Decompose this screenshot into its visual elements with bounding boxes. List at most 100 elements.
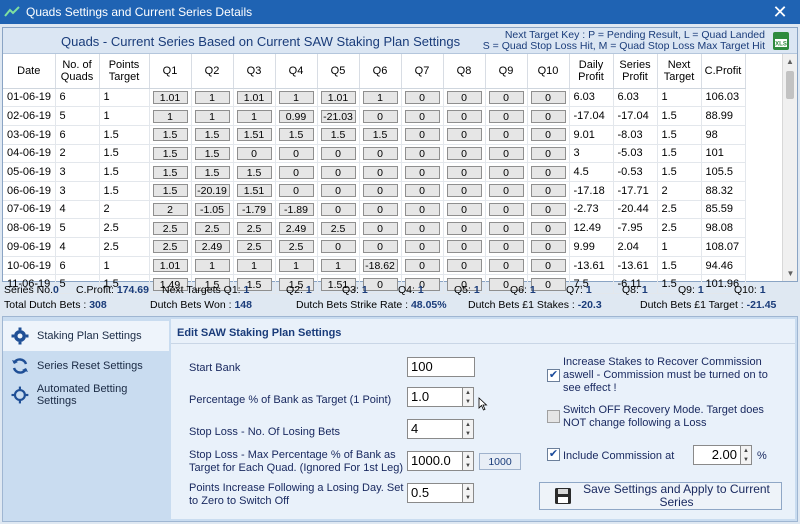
quad-value-button[interactable]: 0 [488, 109, 524, 123]
quad-value-button[interactable]: 1.51 [236, 184, 272, 198]
start-bank-field[interactable]: 100 [407, 357, 475, 377]
table-row[interactable]: 02-06-19 5 1 1 1 1 0.99 -21.03 0 0 0 0 0 -17.04 -17.04… [3, 106, 746, 126]
quad-value-button[interactable]: 1 [236, 109, 272, 123]
quad-value-button[interactable]: 1.5 [236, 165, 272, 179]
quad-value-button[interactable]: 1.5 [194, 146, 230, 160]
quad-value-button[interactable]: 1 [152, 109, 188, 123]
quad-value-button[interactable]: 1.51 [236, 128, 272, 142]
quad-value-button[interactable]: 1 [320, 259, 356, 273]
quad-value-button[interactable]: 0 [362, 109, 398, 123]
table-row[interactable]: 03-06-19 6 1.5 1.5 1.5 1.51 1.5 1.5 1.5 0 0 0 0 9.01-… [3, 125, 746, 145]
quad-value-button[interactable]: 2.5 [152, 240, 188, 254]
spin-up-icon[interactable]: ▲ [465, 421, 471, 428]
quad-value-button[interactable]: 0 [530, 128, 566, 142]
quad-value-button[interactable]: 1.01 [236, 90, 272, 104]
quad-value-button[interactable]: -1.89 [278, 202, 314, 216]
scroll-thumb[interactable] [786, 71, 794, 99]
nav-staking-plan-settings[interactable]: Staking Plan Settings [3, 321, 169, 351]
column-header[interactable]: Q3 [233, 54, 276, 89]
column-header[interactable]: Q8 [443, 54, 486, 89]
quad-value-button[interactable]: 2.5 [278, 240, 314, 254]
quad-value-button[interactable]: 0 [530, 90, 566, 104]
quad-value-button[interactable]: 1 [362, 90, 398, 104]
quad-value-button[interactable]: 0 [488, 184, 524, 198]
points-increase-spinner[interactable]: ▲ ▼ [462, 483, 474, 503]
quad-value-button[interactable]: 1 [236, 259, 272, 273]
quad-value-button[interactable]: 1.5 [362, 128, 398, 142]
quad-value-button[interactable]: 2.5 [236, 221, 272, 235]
spin-up-icon[interactable]: ▲ [465, 453, 471, 460]
quad-value-button[interactable]: 0 [362, 202, 398, 216]
quad-value-button[interactable]: 1.5 [152, 165, 188, 179]
column-header[interactable]: Q7 [401, 54, 444, 89]
column-header[interactable]: Date [3, 54, 56, 89]
quad-value-button[interactable]: 1.5 [194, 128, 230, 142]
quad-value-button[interactable]: 0 [404, 184, 440, 198]
quad-value-button[interactable]: 0 [446, 259, 482, 273]
scroll-up-icon[interactable]: ▲ [786, 57, 794, 66]
quad-value-button[interactable]: 0 [446, 109, 482, 123]
quad-value-button[interactable]: 0 [362, 240, 398, 254]
quad-value-button[interactable]: -18.62 [362, 259, 398, 273]
spin-down-icon[interactable]: ▼ [465, 494, 471, 501]
max-percentage-value-button[interactable]: 1000 [479, 453, 521, 470]
quad-value-button[interactable]: 0 [404, 259, 440, 273]
quad-value-button[interactable]: 1.5 [152, 184, 188, 198]
column-header[interactable]: Q5 [317, 54, 360, 89]
column-header[interactable]: Q9 [485, 54, 528, 89]
quad-value-button[interactable]: -20.19 [194, 184, 230, 198]
column-header[interactable]: Points Target [99, 54, 150, 89]
quad-value-button[interactable]: 0 [320, 184, 356, 198]
column-header[interactable]: Q1 [149, 54, 192, 89]
quad-value-button[interactable]: 0 [278, 165, 314, 179]
quad-value-button[interactable]: 0 [488, 146, 524, 160]
quad-value-button[interactable]: 2.5 [320, 221, 356, 235]
quad-value-button[interactable]: 0 [488, 90, 524, 104]
quad-value-button[interactable]: 0 [488, 240, 524, 254]
table-row[interactable]: 08-06-19 5 2.5 2.5 2.5 2.5 2.49 2.5 0 0 0 0 0 12.49 -7… [3, 218, 746, 238]
quad-value-button[interactable]: 1 [278, 259, 314, 273]
column-header[interactable]: Q2 [191, 54, 234, 89]
quad-value-button[interactable]: 0 [446, 277, 482, 291]
quad-value-button[interactable]: 0 [446, 240, 482, 254]
quad-value-button[interactable]: 1.5 [152, 146, 188, 160]
quad-value-button[interactable]: 2.49 [194, 240, 230, 254]
quad-value-button[interactable]: 0 [530, 240, 566, 254]
quad-value-button[interactable]: 0 [530, 184, 566, 198]
quad-value-button[interactable]: 0 [320, 165, 356, 179]
quad-value-button[interactable]: -1.05 [194, 202, 230, 216]
quad-value-button[interactable]: 0 [404, 202, 440, 216]
quad-value-button[interactable]: 0 [362, 146, 398, 160]
quad-value-button[interactable]: 1.5 [278, 128, 314, 142]
percentage-target-field[interactable]: 1.0 [407, 387, 463, 407]
quad-value-button[interactable]: 1.5 [278, 277, 314, 291]
close-button[interactable]: ✕ [760, 0, 800, 24]
table-row[interactable]: 09-06-19 4 2.5 2.5 2.49 2.5 2.5 0 0 0 0 0 0 9.99 2.04 1… [3, 237, 746, 257]
increase-stakes-checkbox[interactable]: ✔ [547, 369, 560, 382]
quad-value-button[interactable]: 0 [530, 259, 566, 273]
column-header[interactable]: Q10 [527, 54, 570, 89]
nav-automated-betting-settings[interactable]: Automated Betting Settings [3, 380, 169, 410]
column-header[interactable]: Q4 [275, 54, 318, 89]
quad-value-button[interactable]: 1.51 [320, 277, 356, 291]
quad-value-button[interactable]: 0 [236, 146, 272, 160]
quad-value-button[interactable]: 0 [530, 277, 566, 291]
column-header[interactable]: C.Profit [701, 54, 746, 89]
quad-value-button[interactable]: 0 [278, 184, 314, 198]
spin-down-icon[interactable]: ▼ [743, 456, 749, 463]
quad-value-button[interactable]: 1.5 [320, 128, 356, 142]
quad-value-button[interactable]: 1.49 [152, 277, 188, 291]
quad-value-button[interactable]: 0 [362, 277, 398, 291]
table-row[interactable]: 06-06-19 3 1.5 1.5 -20.19 1.51 0 0 0 0 0 0 0 -17.18 -1… [3, 181, 746, 201]
export-excel-icon[interactable]: XLS [771, 31, 791, 51]
quad-value-button[interactable]: 1.5 [152, 128, 188, 142]
quad-value-button[interactable]: 0 [446, 146, 482, 160]
quad-value-button[interactable]: 0 [488, 277, 524, 291]
stop-loss-field[interactable]: 4 [407, 419, 463, 439]
quad-value-button[interactable]: 0 [530, 146, 566, 160]
quad-value-button[interactable]: 2.5 [194, 221, 230, 235]
quad-value-button[interactable]: 2.5 [236, 240, 272, 254]
quad-value-button[interactable]: 0 [362, 184, 398, 198]
quad-value-button[interactable]: 0 [404, 109, 440, 123]
points-increase-field[interactable]: 0.5 [407, 483, 463, 503]
